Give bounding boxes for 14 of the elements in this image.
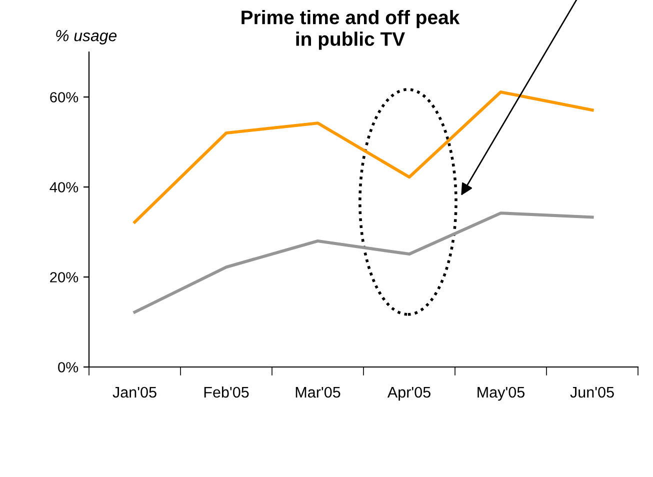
x-tick-label: Jun'05 [570,386,614,398]
line-series [133,90,594,224]
chart-title: Prime time and off peak in public TV [242,10,460,50]
y-tick-label: 40% [50,182,78,192]
x-tick-label: May'05 [478,386,524,401]
y-tick-label: 60% [50,92,78,102]
y-axis-title: % usage [56,30,117,44]
x-tick-label: Apr'05 [387,386,430,401]
x-tick-label: Feb'05 [204,386,249,398]
y-tick-label: 0% [58,362,78,372]
x-tick-label: Jan'05 [112,386,156,398]
y-tick-label: 20% [50,272,78,282]
x-tick-label: Mar'05 [296,386,340,398]
line-series [133,212,594,314]
